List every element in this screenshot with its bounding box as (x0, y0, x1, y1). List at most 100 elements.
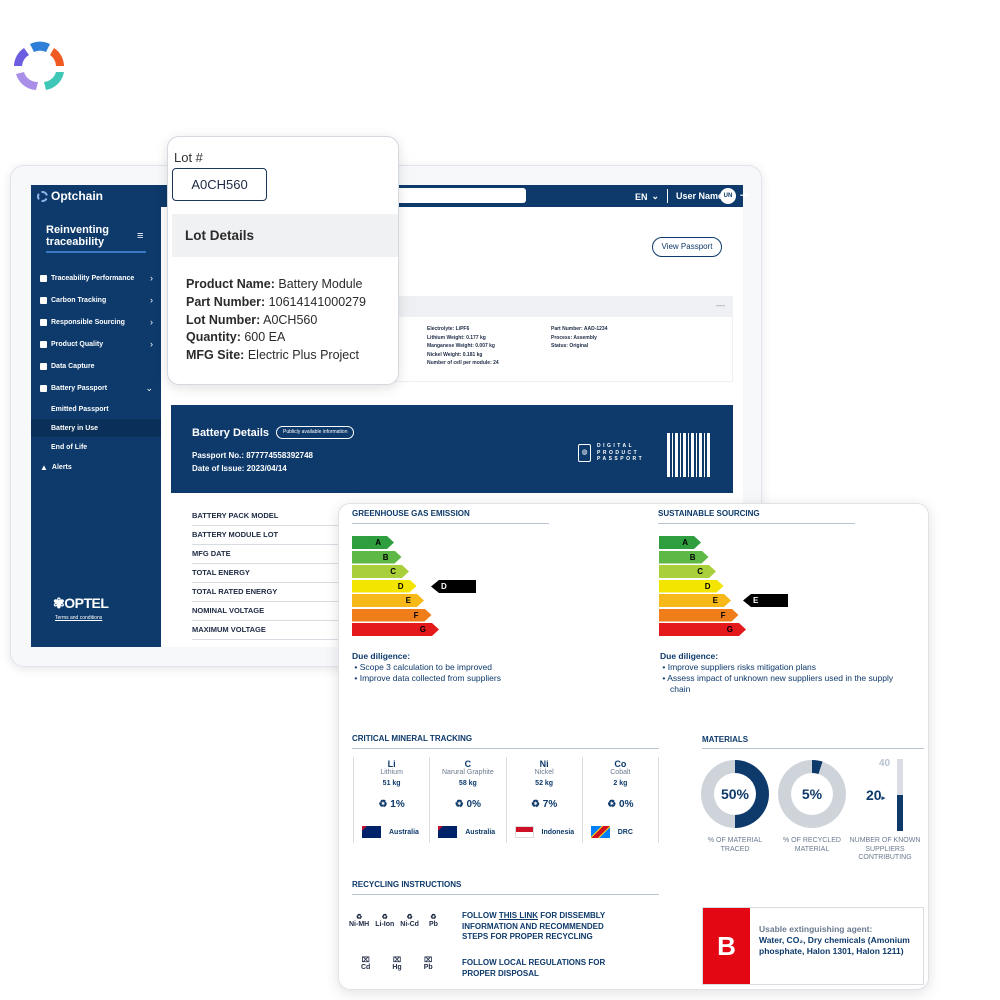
spec-line: Lithium Weight: 0.177 kg (427, 334, 486, 341)
lot-number-input[interactable]: A0CH560 (172, 168, 267, 201)
battery-details-band: Battery Details Publicly available infor… (171, 405, 733, 493)
spec-line: Process: Assembly (551, 334, 597, 341)
sidebar-item-carbon[interactable]: Carbon Tracking › (40, 291, 156, 309)
crossed-bin-icon: ⌧ (392, 957, 402, 964)
list-item-text: Improve suppliers risks mitigation plans (667, 662, 817, 672)
divider (658, 523, 855, 524)
search-input[interactable] (396, 188, 526, 203)
battery-icon (40, 384, 47, 392)
recycle-icon: ♻ (607, 799, 617, 810)
qr-code-icon[interactable] (667, 433, 711, 477)
field-value: A0CH560 (263, 312, 318, 327)
mineral-name: Narural Graphite (442, 769, 494, 776)
chemistry-badge: ♻ Pb (429, 913, 438, 928)
spec-line: Number of cell per module: 24 (427, 360, 499, 366)
passport-icon: ◍ (578, 444, 591, 462)
suppliers-gauge-fill (897, 795, 903, 831)
sidebar-title: Reinventing traceability (46, 224, 109, 248)
table-row: NOMINAL VOLTAGE (192, 602, 352, 621)
sidebar-item-traceability[interactable]: Traceability Performance › (40, 269, 156, 287)
user-name[interactable]: User Name (676, 191, 724, 201)
recycle-icon: ♻ (406, 914, 413, 921)
list-item: • Scope 3 calculation to be improved (352, 662, 493, 672)
mineral-name: Cobalt (610, 769, 631, 776)
sidebar-sub-in-use[interactable]: Battery in Use (31, 419, 161, 437)
mineral-card: Ni Nickel 52 kg ♻ 7% Indonesia (507, 757, 583, 843)
chevron-right-icon: › (150, 273, 153, 283)
table-row: BATTERY PACK MODEL (192, 507, 352, 526)
mineral-name: Lithium (380, 769, 403, 776)
view-passport-button[interactable]: View Passport (652, 237, 722, 257)
list-item-text: Improve data collected from suppliers (359, 673, 501, 683)
instruction-text: FOLLOW (462, 911, 499, 920)
lot-field-row: Product Name: Battery Module (186, 276, 366, 294)
language-label: EN (635, 191, 648, 202)
language-select[interactable]: EN ⌄ (635, 191, 659, 202)
recycle-icon: ♻ (381, 914, 388, 921)
sourcing-grade-a: A (659, 536, 701, 549)
spec-column-2: Part Number: AAD-1234 Process: Assembly … (551, 325, 608, 351)
ghg-grade-b: B (352, 551, 402, 564)
sidebar-item-alerts[interactable]: ▲ Alerts (40, 458, 156, 476)
sourcing-grade-b: B (659, 551, 709, 564)
lot-details-title: Lot Details (172, 214, 398, 257)
recycled-caption: % OF RECYCLED MATERIAL (783, 837, 841, 853)
sourcing-grade-e: E (659, 594, 731, 607)
due-diligence-title: Due diligence: (660, 651, 719, 661)
brand[interactable]: Optchain (37, 189, 103, 203)
field-value: Battery Module (278, 277, 363, 291)
sourcing-title: SUSTAINABLE SOURCING (658, 509, 760, 518)
recycled-value: 0% (466, 799, 481, 810)
mineral-origin: DRC (590, 826, 633, 838)
ghg-grade-e: E (352, 594, 424, 607)
chemistry-label: Ni-Cd (400, 921, 419, 928)
sidebar-sub-emitted[interactable]: Emitted Passport (51, 405, 109, 413)
avatar[interactable]: UN (720, 188, 736, 204)
logout-icon[interactable]: ⇥ (740, 190, 748, 200)
materials-title: MATERIALS (702, 735, 749, 744)
chart-icon (40, 274, 47, 282)
chemistry-label: Ni-MH (349, 921, 370, 928)
divider (352, 748, 659, 749)
lot-popup: Lot # A0CH560 Lot Details Product Name: … (167, 136, 399, 385)
suppliers-gauge (897, 759, 903, 831)
divider (667, 189, 668, 203)
disposal-label: Pb (423, 964, 433, 971)
divider (702, 748, 924, 749)
lot-field-row: MFG Site: Electric Plus Project (186, 347, 366, 365)
field-value: 600 EA (244, 330, 286, 345)
battery-details-title: Battery Details (192, 427, 270, 439)
mineral-symbol: Li (387, 759, 396, 769)
sidebar-title-underline (46, 251, 146, 253)
sidebar-item-battery-passport[interactable]: Battery Passport ⌄ (40, 379, 156, 397)
sidebar-item-quality[interactable]: Product Quality › (40, 335, 156, 353)
list-item: • Improve suppliers risks mitigation pla… (660, 662, 817, 672)
extinguisher-info: Usable extinguishing agent: Water, CO₂, … (759, 924, 919, 957)
hamburger-icon[interactable]: ≡ (137, 230, 144, 242)
mineral-symbol: Ni (539, 759, 549, 769)
sidebar-item-data-capture[interactable]: Data Capture (40, 357, 156, 375)
crossed-bin-icon: ⌧ (424, 957, 433, 964)
chemistry-badge: ♻ Ni-MH (349, 913, 369, 928)
table-row: BATTERY MODULE LOT (192, 526, 352, 545)
lot-field-row: Quantity: 600 EA (186, 329, 366, 347)
sidebar-item-sourcing[interactable]: Responsible Sourcing › (40, 313, 156, 331)
dissembly-link[interactable]: THIS LINK (498, 911, 538, 920)
sidebar-sub-end-of-life[interactable]: End of Life (51, 443, 88, 451)
mineral-card: C Narural Graphite 58 kg ♻ 0% Australia (430, 757, 507, 843)
country-name: DRC (617, 828, 633, 836)
ghg-grade-g: G (352, 623, 439, 636)
recycle-icon: ♻ (430, 914, 437, 921)
mineral-weight: 52 kg (535, 780, 554, 787)
suppliers-number: 20 (866, 787, 882, 803)
suppliers-value: 20▸ (866, 787, 885, 803)
optel-wordmark: OPTEL (64, 595, 109, 611)
recycle-icon: ♻ (531, 799, 540, 810)
mineral-name: Nickel (534, 769, 554, 776)
passport-number: Passport No.: 877774558392748 (192, 451, 313, 460)
terms-link[interactable]: Terms and conditions (55, 615, 103, 621)
chevron-down-icon: ⌄ (651, 191, 660, 201)
spec-line: Manganese Weight: 0.007 kg (427, 343, 495, 349)
collapse-icon[interactable]: — (716, 300, 725, 310)
sidebar: Reinventing traceability ≡ Traceability … (31, 207, 161, 647)
